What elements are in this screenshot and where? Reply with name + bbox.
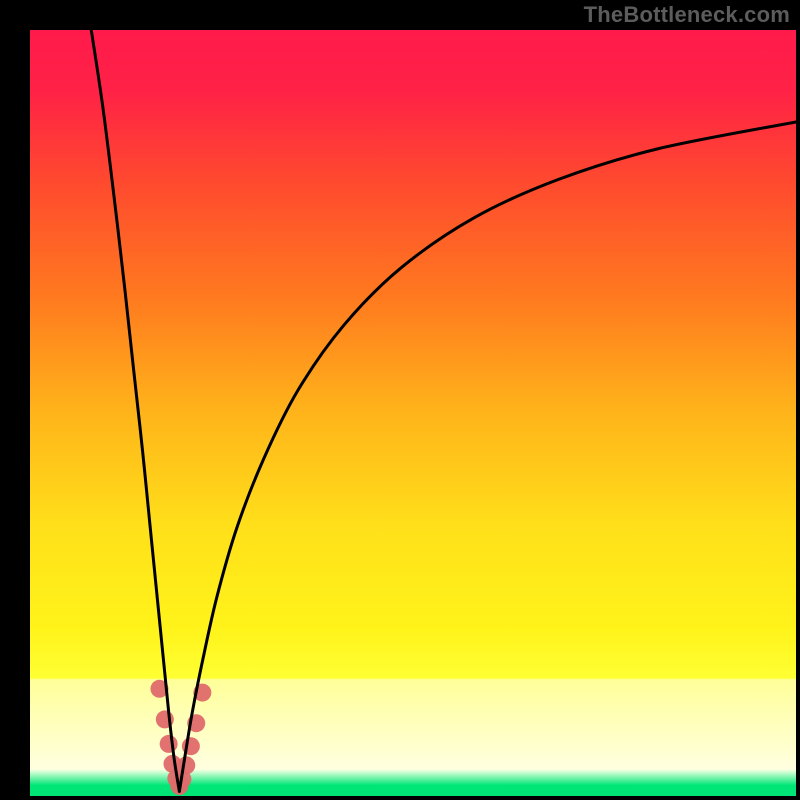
plot-area: [30, 30, 796, 796]
figure-root: TheBottleneck.com: [0, 0, 800, 800]
watermark-text: TheBottleneck.com: [584, 2, 790, 28]
bottleneck-curve-layer: [30, 30, 796, 796]
curve-right: [179, 122, 796, 791]
curve-left: [91, 30, 179, 791]
